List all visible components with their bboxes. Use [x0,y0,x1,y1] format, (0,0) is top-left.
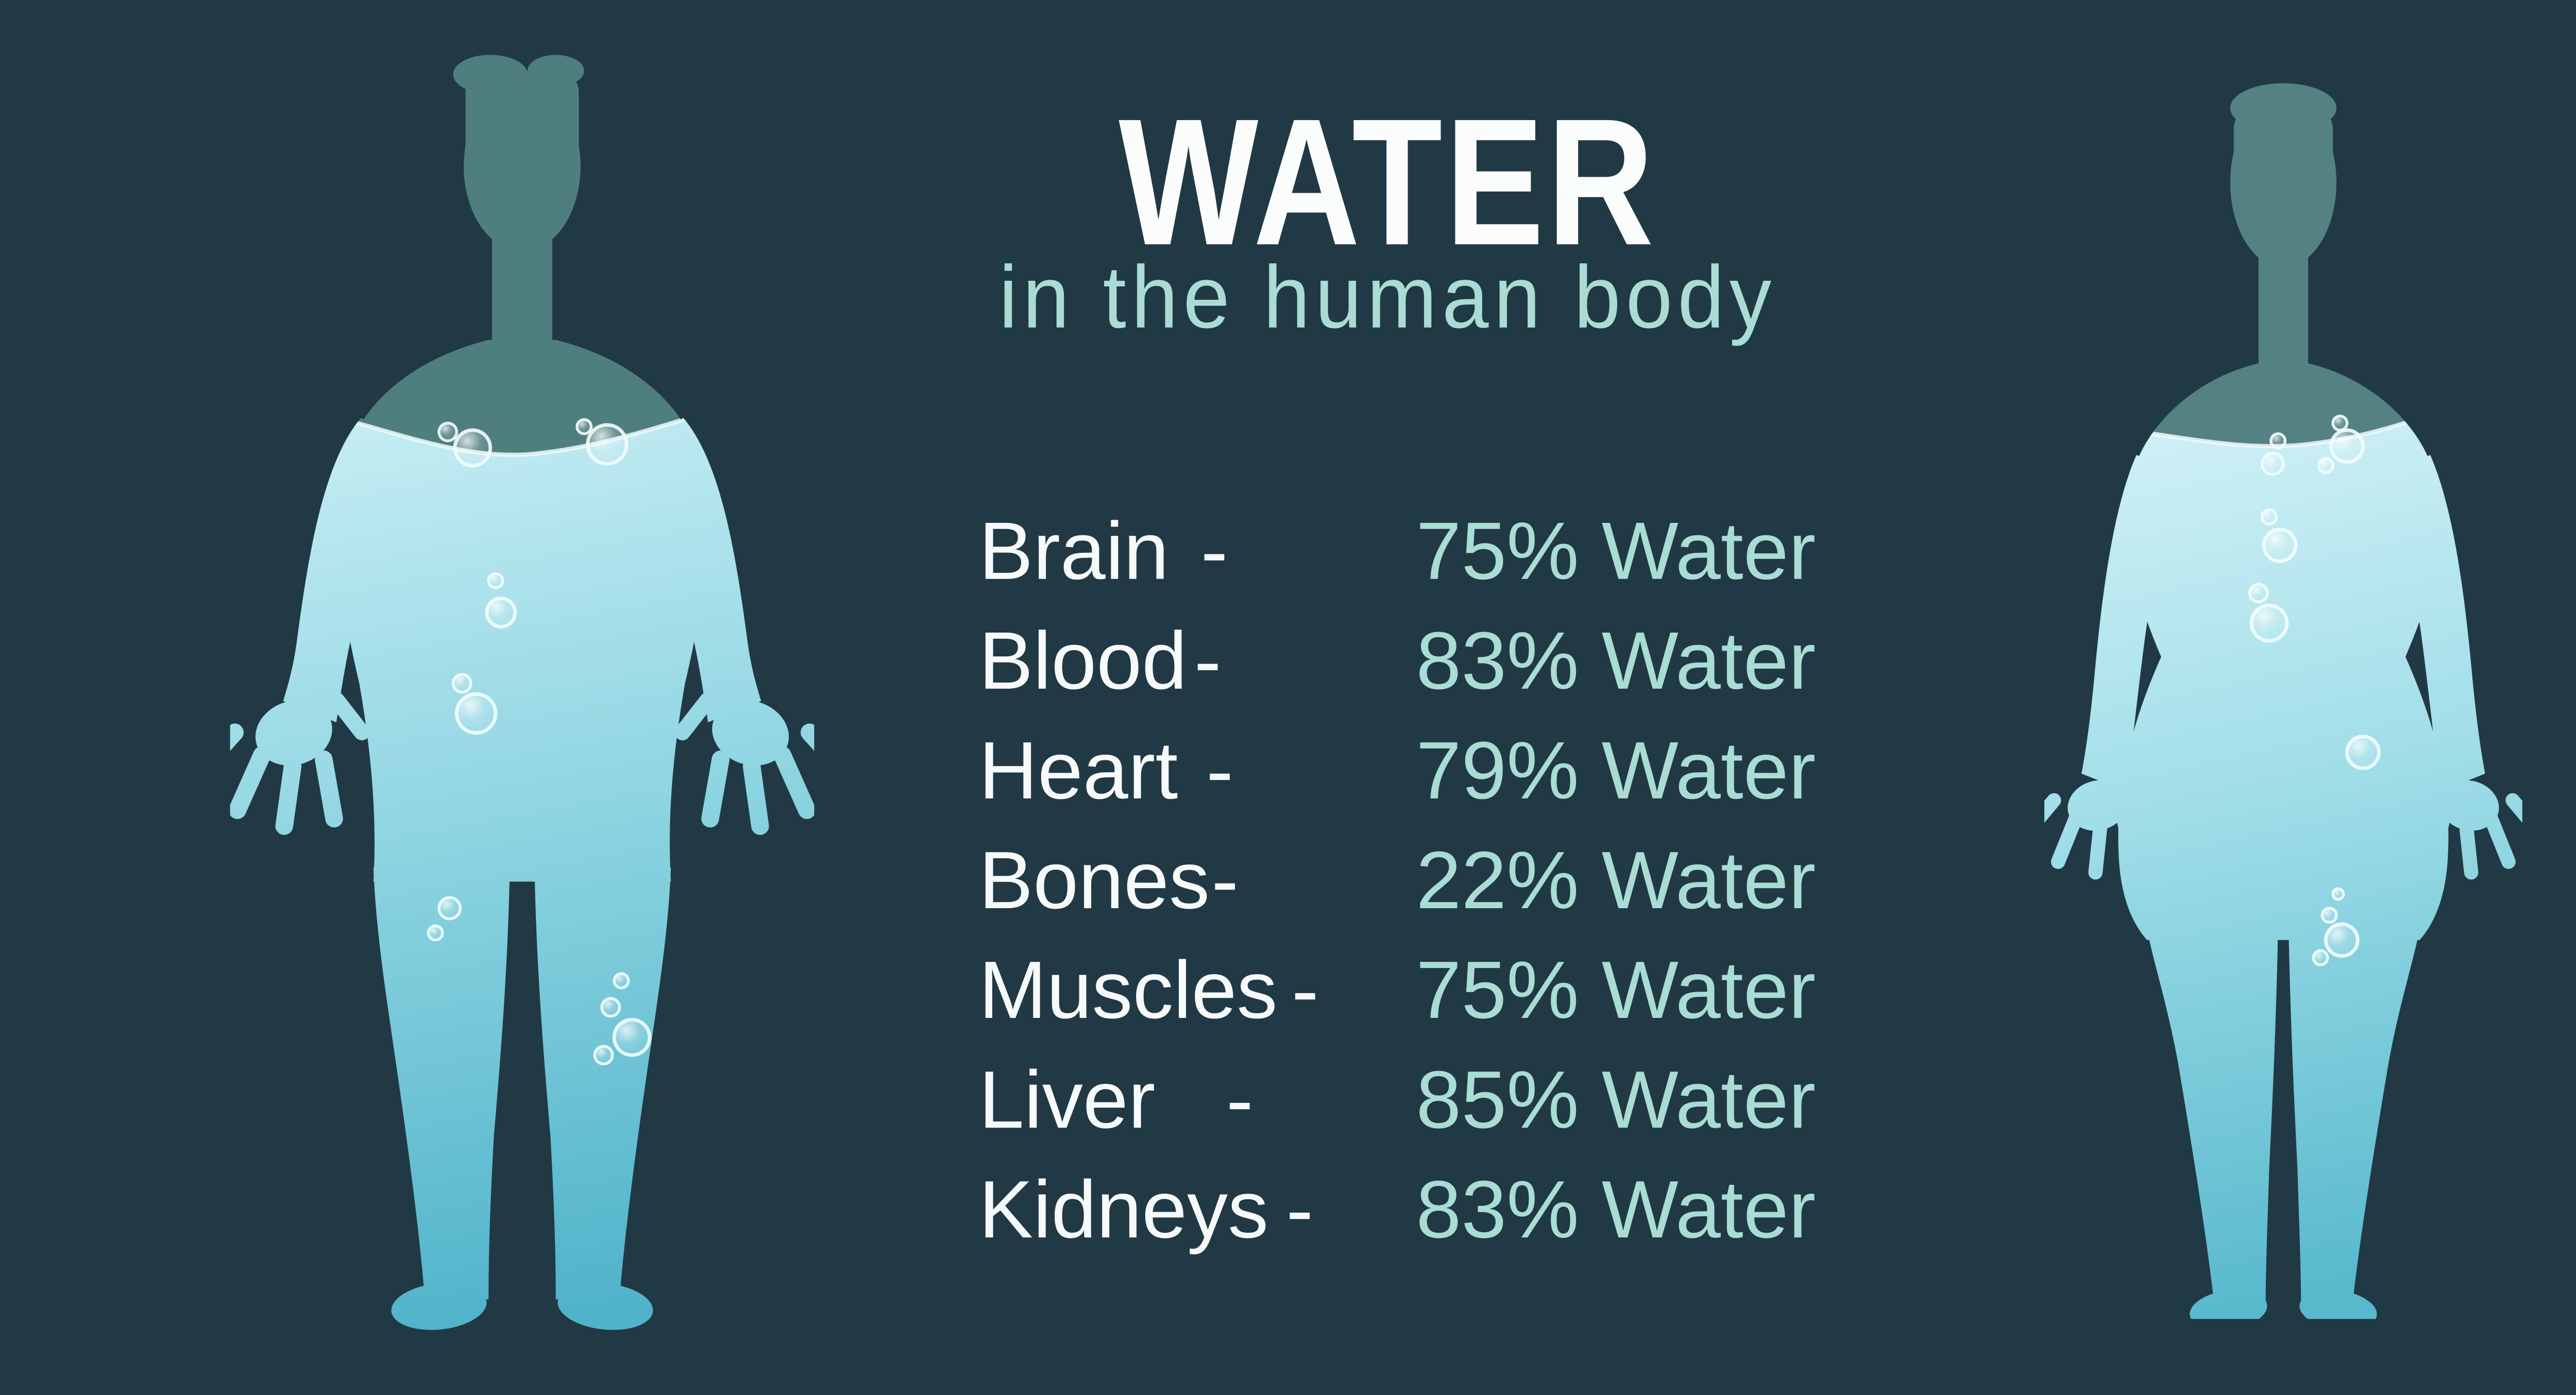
dash-separator: - [1206,724,1233,816]
female-water-fill [2044,384,2522,1319]
dash-separator: - [1286,1163,1314,1255]
water-percentage: 75% Water [1416,943,1816,1036]
organ-label: Kidneys [978,1163,1269,1255]
dash-separator: - [1211,833,1239,926]
list-item-brain: Brain - 75% Water [979,496,2041,605]
dash-separator: - [1292,943,1319,1036]
list-item-bones: Bones- 22% Water [979,825,2041,934]
list-item-heart: Heart - 79% Water [979,715,2041,825]
organ-label: Bones [978,833,1210,926]
water-percentage: 83% Water [1416,1163,1816,1255]
water-percentage: 22% Water [1416,833,1816,926]
water-percentage: 75% Water [1416,504,1816,597]
organ-label: Muscles [978,943,1278,1036]
female-silhouette [2044,83,2522,1319]
organ-water-list: Brain - 75% Water Blood - 83% Water Heart -… [979,496,2041,1264]
list-item-blood: Blood - 83% Water [979,605,2041,715]
organ-label: Heart [978,724,1178,816]
water-percentage: 79% Water [1416,724,1816,816]
dash-separator: - [1226,1053,1253,1146]
page-title: WATER [1118,81,1657,283]
dash-separator: - [1194,614,1222,707]
organ-label: Blood [978,614,1188,707]
male-bubbles [427,418,652,1066]
organ-label: Brain [978,504,1169,597]
water-percentage: 83% Water [1416,614,1816,707]
female-bubbles [2248,414,2381,966]
male-silhouette [230,55,815,1335]
page-subtitle: in the human body [998,248,1777,347]
list-item-muscles: Muscles - 75% Water [979,934,2041,1044]
dash-separator: - [1200,504,1228,597]
organ-label: Liver [978,1053,1156,1146]
male-water-fill [230,386,815,1335]
water-percentage: 85% Water [1416,1053,1816,1146]
list-item-liver: Liver - 85% Water [979,1045,2041,1154]
list-item-kidneys: Kidneys - 83% Water [979,1154,2041,1264]
